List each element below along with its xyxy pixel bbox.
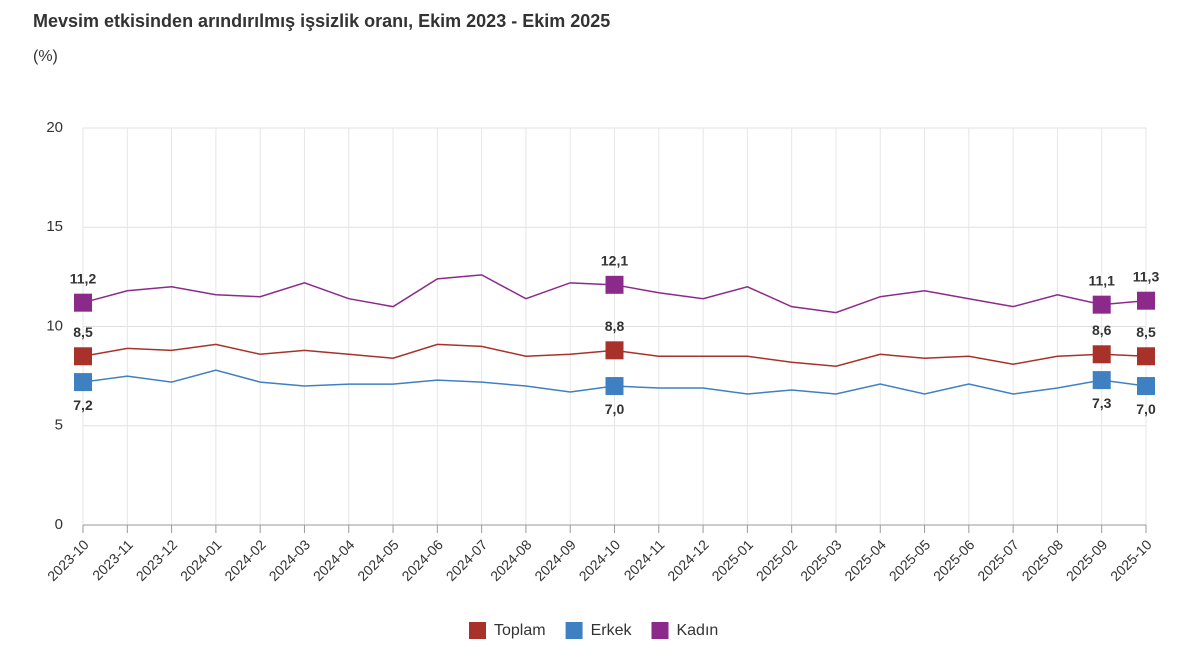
- data-label: 12,1: [601, 253, 628, 269]
- x-tick-label: 2025-02: [753, 536, 801, 584]
- x-tick-label: 2024-04: [310, 536, 358, 584]
- data-label: 8,6: [1092, 322, 1112, 338]
- y-tick-label: 20: [46, 119, 63, 136]
- marker: [74, 293, 92, 312]
- x-tick-label: 2023-10: [44, 536, 92, 584]
- y-tick-label: 0: [55, 516, 63, 533]
- marker: [74, 373, 92, 392]
- x-tick-label: 2023-11: [89, 536, 136, 583]
- marker: [74, 347, 92, 366]
- data-label: 8,5: [1136, 324, 1156, 340]
- x-tick-label: 2024-12: [664, 536, 712, 584]
- marker: [1092, 371, 1111, 390]
- data-label: 8,5: [73, 324, 93, 340]
- x-tick-label: 2025-06: [930, 536, 978, 584]
- marker: [1137, 377, 1155, 396]
- x-tick-label: 2025-07: [974, 536, 1022, 584]
- chart-title: Mevsim etkisinden arındırılmış işsizlik …: [33, 11, 610, 31]
- x-tick-label: 2023-12: [133, 536, 181, 584]
- x-tick-label: 2024-02: [221, 536, 269, 584]
- marker: [1137, 291, 1155, 310]
- y-tick-label: 5: [55, 417, 63, 434]
- data-label: 7,0: [605, 401, 625, 417]
- x-tick-label: 2025-10: [1107, 536, 1155, 584]
- data-label: 7,2: [73, 397, 93, 413]
- x-tick-label: 2025-05: [886, 536, 934, 584]
- data-label: 11,3: [1133, 268, 1160, 284]
- x-tick-label: 2025-04: [841, 536, 889, 584]
- x-tick-label: 2024-05: [354, 536, 402, 584]
- legend-label: Kadın: [676, 622, 718, 639]
- data-label: 11,1: [1088, 272, 1115, 288]
- x-tick-label: 2024-06: [398, 536, 446, 584]
- x-tick-label: 2024-11: [621, 536, 668, 583]
- marker: [605, 341, 624, 360]
- marker: [1137, 347, 1155, 366]
- marker: [605, 377, 624, 396]
- x-tick-label: 2025-08: [1019, 536, 1067, 584]
- legend-label: Erkek: [591, 622, 633, 639]
- x-tick-label: 2024-10: [576, 536, 624, 584]
- data-label: 7,0: [1136, 401, 1156, 417]
- marker: [605, 275, 624, 294]
- marker: [1092, 295, 1111, 314]
- x-tick-label: 2025-01: [708, 536, 756, 584]
- x-tick-label: 2025-09: [1063, 536, 1111, 584]
- x-tick-label: 2024-01: [177, 536, 225, 584]
- chart-subtitle: (%): [33, 48, 58, 65]
- y-tick-label: 10: [46, 317, 63, 334]
- y-tick-label: 15: [46, 218, 63, 235]
- legend-swatch: [651, 622, 669, 639]
- legend-label: Toplam: [494, 622, 546, 639]
- data-label: 8,8: [605, 318, 625, 334]
- data-label: 7,3: [1092, 395, 1112, 411]
- x-tick-label: 2025-03: [797, 536, 845, 584]
- legend-swatch: [565, 622, 583, 639]
- x-tick-label: 2024-03: [266, 536, 314, 584]
- x-tick-label: 2024-08: [487, 536, 535, 584]
- marker: [1092, 345, 1111, 364]
- data-label: 11,2: [70, 270, 97, 286]
- legend-swatch: [469, 622, 486, 639]
- x-tick-label: 2024-07: [443, 536, 491, 584]
- x-tick-label: 2024-09: [531, 536, 579, 584]
